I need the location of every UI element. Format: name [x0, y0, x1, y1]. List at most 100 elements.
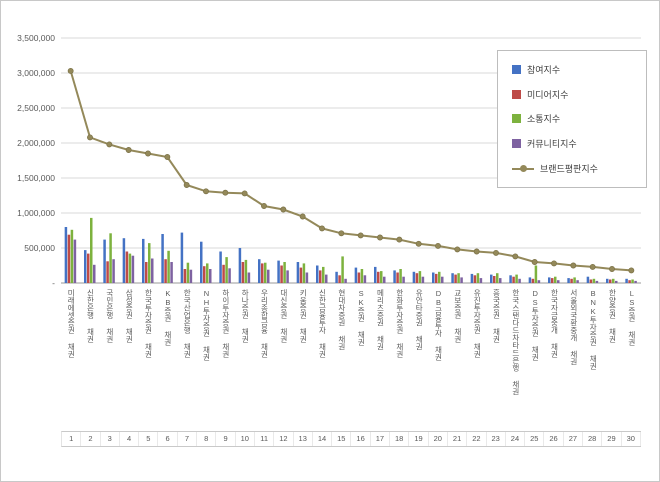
line-marker	[435, 242, 441, 249]
rank-number: 4	[120, 432, 140, 446]
x-category-label: 메리츠증권 채권	[376, 289, 385, 351]
legend-item: 미디어지수	[512, 88, 642, 101]
rank-number: 7	[178, 432, 198, 446]
bar-미디어지수	[280, 265, 283, 283]
y-tick-label: 2,500,000	[17, 103, 55, 113]
bar-커뮤니티지수	[634, 280, 637, 283]
x-category-label: 우리종합금융 채권	[260, 289, 269, 358]
bar-미디어지수	[299, 267, 303, 283]
x-category-label: DS투자증권 채권	[530, 289, 540, 361]
bar-커뮤니티지수	[228, 268, 231, 283]
bar-커뮤니티지수	[209, 269, 212, 283]
x-category-label: DB금융투자 채권	[434, 289, 443, 361]
bar-커뮤니티지수	[479, 278, 483, 283]
bar-미디어지수	[106, 261, 109, 283]
bar-미디어지수	[203, 266, 206, 283]
legend-item: 참여지수	[512, 63, 642, 76]
bar-미디어지수	[241, 262, 245, 283]
line-marker	[628, 267, 635, 274]
bar-커뮤니티지수	[305, 272, 309, 283]
rank-number: 20	[429, 432, 448, 446]
x-category-label: 한양증권 채권	[608, 289, 617, 343]
bar-커뮤니티지수	[441, 276, 444, 283]
bar-미디어지수	[531, 278, 535, 283]
line-marker	[319, 225, 325, 232]
bar-커뮤니티지수	[286, 270, 289, 283]
bar-참여지수	[238, 248, 242, 283]
bar-커뮤니티지수	[112, 259, 115, 283]
rank-number: 25	[525, 432, 545, 446]
line-marker	[415, 240, 422, 247]
x-category-label: 대신증권 채권	[279, 289, 289, 343]
bar-참여지수	[606, 278, 609, 283]
bar-소통지수	[631, 279, 634, 283]
legend-swatch	[512, 64, 521, 74]
line-marker	[338, 230, 345, 237]
bar-커뮤니티지수	[267, 269, 270, 283]
bar-미디어지수	[493, 276, 496, 283]
bar-참여지수	[490, 274, 493, 283]
rank-number: 29	[602, 432, 622, 446]
bar-커뮤니티지수	[189, 269, 193, 283]
bar-미디어지수	[87, 253, 90, 283]
rank-number: 22	[467, 432, 487, 446]
x-category-label: 신한은행 채권	[86, 289, 95, 343]
rank-number: 28	[583, 432, 603, 446]
rank-number: 21	[448, 432, 468, 446]
x-category-label: SK증권 채권	[356, 289, 366, 346]
brand-index-line	[69, 70, 632, 272]
x-category-label: 유진투자증권 채권	[472, 289, 482, 358]
rank-number: 9	[216, 432, 236, 446]
x-category-label: 한국산업은행 채권	[182, 289, 192, 358]
legend-line-marker	[520, 165, 527, 173]
rank-number: 11	[255, 432, 275, 446]
y-tick-label: 500,000	[24, 243, 55, 253]
bar-소통지수	[70, 229, 74, 283]
bar-참여지수	[586, 276, 590, 283]
bar-소통지수	[457, 273, 460, 283]
bar-커뮤니티지수	[615, 280, 618, 283]
x-category-label: 현대차증권 채권	[337, 289, 347, 351]
line-marker	[87, 134, 93, 141]
rank-number: 26	[544, 432, 564, 446]
rank-number: 3	[101, 432, 120, 446]
line-marker	[164, 154, 171, 160]
bar-소통지수	[380, 271, 383, 283]
rank-number: 30	[622, 432, 641, 446]
legend-label: 미디어지수	[527, 89, 569, 100]
bar-참여지수	[200, 241, 203, 283]
x-category-label: LS증권 채권	[627, 289, 637, 346]
x-category-label: 한국자금중개 채권	[550, 289, 559, 358]
bar-참여지수	[64, 227, 68, 283]
x-category-label: 서울외국환중개 채권	[569, 289, 579, 366]
line-marker	[493, 249, 499, 256]
bar-커뮤니티지수	[402, 276, 405, 283]
bar-커뮤니티지수	[247, 272, 251, 283]
bar-참여지수	[509, 275, 512, 283]
bar-참여지수	[277, 260, 280, 283]
bar-참여지수	[122, 238, 126, 283]
bar-참여지수	[316, 265, 319, 283]
line-marker	[299, 213, 306, 220]
bar-소통지수	[225, 257, 228, 283]
line-marker	[589, 263, 596, 270]
bar-참여지수	[258, 259, 261, 283]
bar-커뮤니티지수	[344, 278, 347, 283]
bar-미디어지수	[261, 263, 264, 283]
bar-커뮤니티지수	[499, 278, 502, 283]
rank-number: 5	[139, 432, 159, 446]
line-marker	[570, 262, 577, 269]
line-marker	[67, 67, 74, 74]
y-tick-label: 3,500,000	[17, 33, 55, 43]
rank-number: 1	[62, 432, 82, 446]
bar-참여지수	[393, 270, 396, 283]
rank-number: 18	[390, 432, 410, 446]
bar-소통지수	[360, 269, 364, 283]
bar-참여지수	[374, 266, 377, 283]
line-marker	[261, 203, 267, 209]
legend: 참여지수 미디어지수 소통지수 커뮤니티지수 브랜드평판지수	[497, 50, 647, 188]
bar-커뮤니티지수	[557, 280, 560, 283]
bar-커뮤니티지수	[73, 239, 77, 283]
